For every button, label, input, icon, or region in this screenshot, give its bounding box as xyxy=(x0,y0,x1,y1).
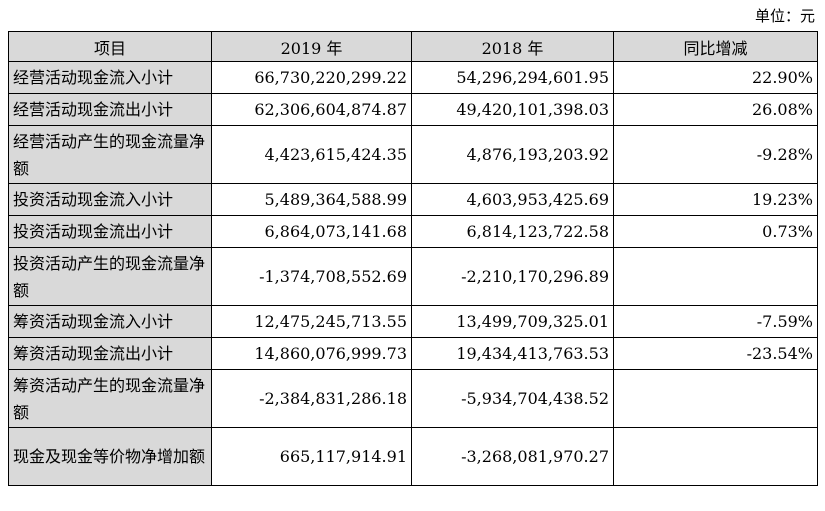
value-change: 22.90% xyxy=(613,61,818,94)
table-row: 经营活动现金流入小计 66,730,220,299.22 54,296,294,… xyxy=(8,61,818,94)
value-2018: 54,296,294,601.95 xyxy=(411,61,614,94)
value-2018: 6,814,123,722.58 xyxy=(411,215,614,248)
value-change: -23.54% xyxy=(613,337,818,370)
table-row: 筹资活动现金流入小计 12,475,245,713.55 13,499,709,… xyxy=(8,305,818,338)
table-header-row: 项目 2019 年 2018 年 同比增减 xyxy=(8,31,818,62)
value-change: 26.08% xyxy=(613,93,818,126)
table-row: 筹资活动产生的现金流量净额 -2,384,831,286.18 -5,934,7… xyxy=(8,369,818,428)
value-change xyxy=(613,247,818,306)
value-2018: 49,420,101,398.03 xyxy=(411,93,614,126)
value-2019: 14,860,076,999.73 xyxy=(211,337,412,370)
row-item: 经营活动产生的现金流量净额 xyxy=(8,125,212,184)
table-row: 投资活动现金流出小计 6,864,073,141.68 6,814,123,72… xyxy=(8,215,818,248)
value-2018: 19,434,413,763.53 xyxy=(411,337,614,370)
table-row: 经营活动现金流出小计 62,306,604,874.87 49,420,101,… xyxy=(8,93,818,126)
value-2018: 4,603,953,425.69 xyxy=(411,183,614,216)
row-item: 投资活动产生的现金流量净额 xyxy=(8,247,212,306)
value-change: 0.73% xyxy=(613,215,818,248)
value-change: -7.59% xyxy=(613,305,818,338)
value-2018: 4,876,193,203.92 xyxy=(411,125,614,184)
value-change xyxy=(613,369,818,428)
table-row: 投资活动现金流入小计 5,489,364,588.99 4,603,953,42… xyxy=(8,183,818,216)
unit-label: 单位：元 xyxy=(754,7,815,25)
row-item: 投资活动现金流入小计 xyxy=(8,183,212,216)
value-change: -9.28% xyxy=(613,125,818,184)
value-2019: 6,864,073,141.68 xyxy=(211,215,412,248)
value-2019: -2,384,831,286.18 xyxy=(211,369,412,428)
value-2019: 66,730,220,299.22 xyxy=(211,61,412,94)
row-item: 筹资活动产生的现金流量净额 xyxy=(8,369,212,428)
row-item: 投资活动现金流出小计 xyxy=(8,215,212,248)
header-change: 同比增减 xyxy=(613,31,818,62)
value-2018: -3,268,081,970.27 xyxy=(411,427,614,486)
value-2019: 12,475,245,713.55 xyxy=(211,305,412,338)
value-2019: 62,306,604,874.87 xyxy=(211,93,412,126)
row-item: 筹资活动现金流出小计 xyxy=(8,337,212,370)
value-2019: 665,117,914.91 xyxy=(211,427,412,486)
cash-flow-table: 项目 2019 年 2018 年 同比增减 经营活动现金流入小计 66,730,… xyxy=(8,31,818,486)
table-row: 经营活动产生的现金流量净额 4,423,615,424.35 4,876,193… xyxy=(8,125,818,184)
value-change: 19.23% xyxy=(613,183,818,216)
row-item: 经营活动现金流入小计 xyxy=(8,61,212,94)
value-2018: -5,934,704,438.52 xyxy=(411,369,614,428)
value-2019: 4,423,615,424.35 xyxy=(211,125,412,184)
row-item: 现金及现金等价物净增加额 xyxy=(8,427,212,486)
table-row: 筹资活动现金流出小计 14,860,076,999.73 19,434,413,… xyxy=(8,337,818,370)
value-change xyxy=(613,427,818,486)
value-2018: -2,210,170,296.89 xyxy=(411,247,614,306)
row-item: 经营活动现金流出小计 xyxy=(8,93,212,126)
table-row: 现金及现金等价物净增加额 665,117,914.91 -3,268,081,9… xyxy=(8,427,818,486)
header-item: 项目 xyxy=(8,31,212,62)
header-2018: 2018 年 xyxy=(411,31,614,62)
value-2019: 5,489,364,588.99 xyxy=(211,183,412,216)
header-2019: 2019 年 xyxy=(211,31,412,62)
table-row: 投资活动产生的现金流量净额 -1,374,708,552.69 -2,210,1… xyxy=(8,247,818,306)
value-2018: 13,499,709,325.01 xyxy=(411,305,614,338)
row-item: 筹资活动现金流入小计 xyxy=(8,305,212,338)
value-2019: -1,374,708,552.69 xyxy=(211,247,412,306)
